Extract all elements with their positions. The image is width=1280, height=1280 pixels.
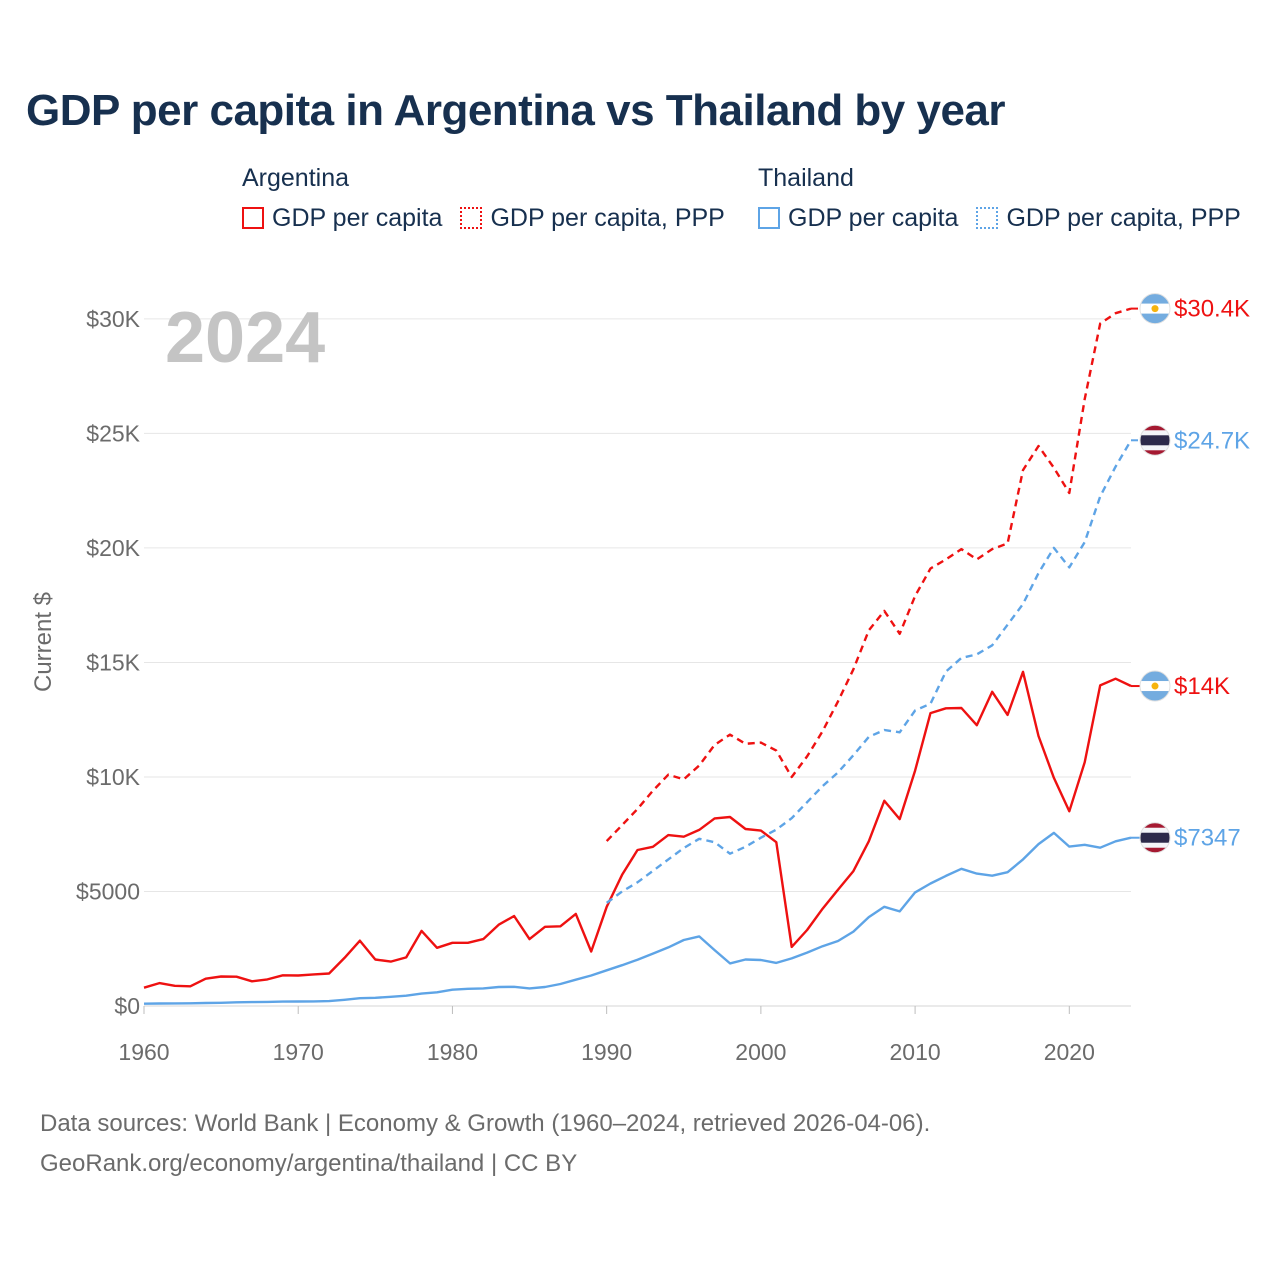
legend-label: GDP per capita [788, 203, 959, 232]
legend-argentina: Argentina GDP per capita GDP per capita,… [242, 160, 743, 240]
y-tick-label: $25K [86, 420, 140, 446]
series-line-2 [143, 831, 1132, 1005]
legend-swatch-solid [242, 207, 264, 229]
series-line-1 [605, 307, 1132, 842]
legend-swatch-solid [758, 207, 780, 229]
year-watermark: 2024 [165, 298, 325, 378]
x-tick-label: 1990 [581, 1039, 632, 1065]
sources: Data sources: World Bank | Economy & Gro… [40, 1104, 930, 1184]
y-axis-title: Current $ [30, 592, 57, 692]
x-tick-label: 2010 [890, 1039, 941, 1065]
argentina-flag-icon [1139, 670, 1171, 702]
y-tick-label: $20K [86, 535, 140, 561]
legend-item-thailand-gdp-ppp[interactable]: GDP per capita, PPP [976, 203, 1241, 233]
legend-label: GDP per capita, PPP [490, 203, 725, 232]
thailand-flag-icon [1139, 424, 1171, 456]
series-end-label: $30.4K [1174, 296, 1250, 323]
legend-swatch-dotted [460, 207, 483, 229]
chart-title: GDP per capita in Argentina vs Thailand … [26, 86, 1006, 135]
argentina-flag-icon [1139, 293, 1171, 325]
x-tick-label: 2020 [1044, 1039, 1095, 1065]
sources-line-2: GeoRank.org/economy/argentina/thailand |… [40, 1150, 578, 1177]
sources-line-1: Data sources: World Bank | Economy & Gro… [40, 1110, 931, 1137]
x-tick-label: 1970 [273, 1039, 324, 1065]
y-tick-label: $30K [86, 306, 140, 332]
y-tick-label: $15K [86, 649, 140, 675]
series-end-label: $14K [1174, 673, 1230, 700]
series-line-3 [605, 439, 1133, 904]
legend-country-argentina: Argentina [242, 164, 350, 192]
x-tick-label: 1960 [118, 1039, 169, 1065]
legend-swatch-dotted [976, 207, 999, 229]
legend-item-argentina-gdp-ppp[interactable]: GDP per capita, PPP [460, 203, 725, 233]
legend-item-argentina-gdp[interactable]: GDP per capita [242, 204, 442, 233]
series-end-label: $24.7K [1174, 427, 1250, 454]
legend-label: GDP per capita [272, 203, 443, 232]
x-tick-label: 2000 [735, 1039, 786, 1065]
y-tick-label: $5000 [76, 878, 140, 904]
thailand-flag-icon [1139, 822, 1171, 854]
legend-country-thailand: Thailand [758, 164, 854, 192]
legend-label: GDP per capita, PPP [1006, 203, 1241, 232]
series-line-0 [143, 670, 1132, 989]
legend-item-thailand-gdp[interactable]: GDP per capita [758, 204, 958, 233]
legend-thailand: Thailand GDP per capita GDP per capita, … [758, 160, 1259, 240]
y-tick-label: $10K [86, 764, 140, 790]
y-tick-label: $0 [114, 993, 140, 1019]
series-end-label: $7347 [1174, 825, 1241, 852]
x-tick-label: 1980 [427, 1039, 478, 1065]
